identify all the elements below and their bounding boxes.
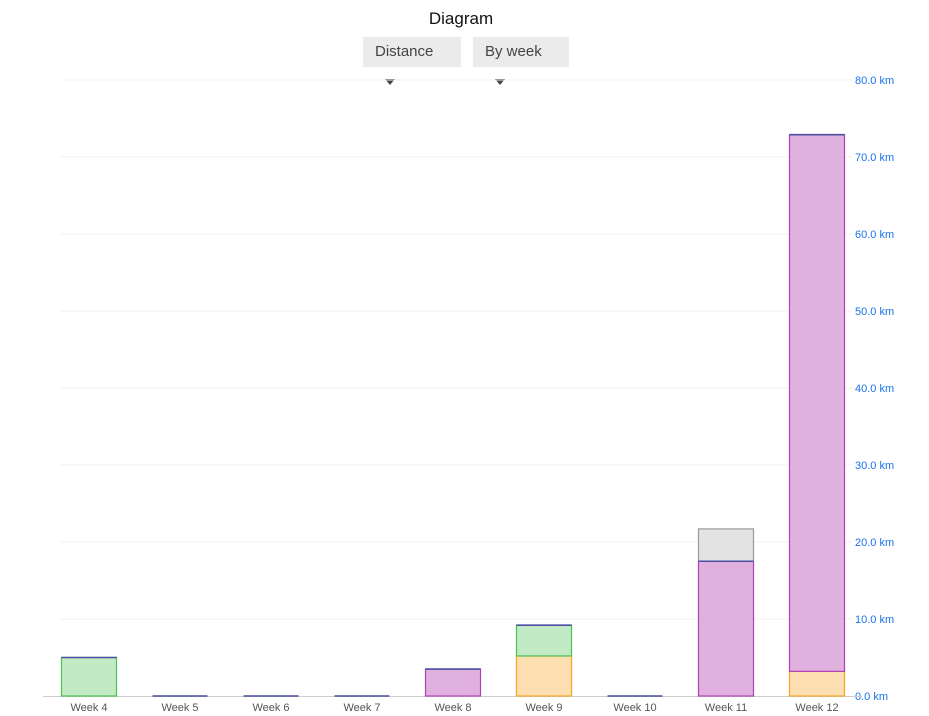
bar-segment xyxy=(788,134,846,672)
y-tick-label: 0.0 km xyxy=(855,691,888,703)
y-tick-label: 70.0 km xyxy=(855,152,894,164)
x-tick-label: Week 8 xyxy=(434,702,471,714)
y-tick-label: 60.0 km xyxy=(855,229,894,241)
x-tick-label: Week 6 xyxy=(252,702,289,714)
grouping-dropdown[interactable]: By week xyxy=(473,37,569,86)
y-tick-label: 30.0 km xyxy=(855,460,894,472)
y-tick-label: 20.0 km xyxy=(855,537,894,549)
x-tick-label: Week 9 xyxy=(525,702,562,714)
bar-segment xyxy=(788,670,846,697)
bar-segment xyxy=(697,560,755,697)
caret-down-icon xyxy=(385,79,395,86)
y-tick-label: 40.0 km xyxy=(855,383,894,395)
bar-segment xyxy=(60,656,118,697)
metric-dropdown-label: Distance xyxy=(375,43,434,60)
x-tick-label: Week 10 xyxy=(613,702,656,714)
bar-segment xyxy=(515,655,573,697)
x-tick-label: Week 12 xyxy=(795,702,838,714)
caret-down-icon xyxy=(495,79,505,86)
x-tick-label: Week 7 xyxy=(343,702,380,714)
bar-segment xyxy=(424,668,482,697)
grouping-dropdown-label: By week xyxy=(485,43,542,60)
metric-dropdown[interactable]: Distance xyxy=(363,37,461,86)
x-tick-label: Week 5 xyxy=(161,702,198,714)
y-tick-label: 10.0 km xyxy=(855,614,894,626)
y-tick-label: 50.0 km xyxy=(855,306,894,318)
x-tick-label: Week 11 xyxy=(705,702,747,714)
chart-title: Diagram xyxy=(428,9,494,28)
y-tick-label: 80.0 km xyxy=(855,75,894,87)
bar-segment xyxy=(697,528,755,562)
x-tick-label: Week 4 xyxy=(70,702,107,714)
bar-segment xyxy=(515,624,573,657)
